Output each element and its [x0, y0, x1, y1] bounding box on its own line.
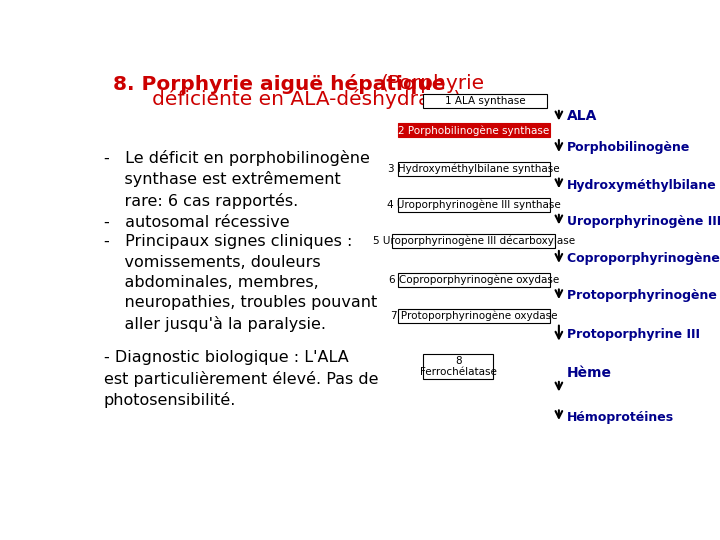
- Text: Coproporphyrinogène III: Coproporphyrinogène III: [567, 252, 720, 265]
- Text: 3 Hydroxyméthylbilane synthase: 3 Hydroxyméthylbilane synthase: [388, 164, 560, 174]
- Text: Hémoprotéines: Hémoprotéines: [567, 411, 674, 424]
- Text: Hème: Hème: [567, 366, 611, 380]
- Text: 2 Porphobilinogène synthase: 2 Porphobilinogène synthase: [398, 125, 549, 136]
- FancyBboxPatch shape: [398, 309, 549, 323]
- FancyBboxPatch shape: [398, 123, 549, 137]
- Text: 4 Uroporphyrinogène III synthase: 4 Uroporphyrinogène III synthase: [387, 200, 561, 210]
- Text: 1 ALA synthase: 1 ALA synthase: [445, 96, 526, 106]
- Text: (Porphyrie: (Porphyrie: [381, 74, 485, 93]
- Text: déficiente en ALA-déshydrase): déficiente en ALA-déshydrase): [132, 90, 461, 110]
- Text: -   Principaux signes cliniques :
    vomissements, douleurs
    abdominales, me: - Principaux signes cliniques : vomissem…: [104, 234, 377, 332]
- FancyBboxPatch shape: [423, 94, 547, 108]
- FancyBboxPatch shape: [398, 162, 549, 176]
- Text: -   Le déficit en porphobilinogène
    synthase est extrêmement
    rare: 6 cas : - Le déficit en porphobilinogène synthas…: [104, 150, 370, 230]
- Text: Porphobilinogène: Porphobilinogène: [567, 141, 690, 154]
- FancyBboxPatch shape: [398, 198, 549, 212]
- Text: ALA: ALA: [567, 109, 597, 123]
- Text: 5 Uroporphyrinogène III décarboxylase: 5 Uroporphyrinogène III décarboxylase: [372, 236, 575, 246]
- Text: Protoporphyrine III: Protoporphyrine III: [567, 328, 700, 341]
- FancyBboxPatch shape: [398, 273, 549, 287]
- Text: - Diagnostic biologique : L'ALA
est particulièrement élevé. Pas de
photosensibil: - Diagnostic biologique : L'ALA est part…: [104, 350, 379, 408]
- FancyBboxPatch shape: [392, 234, 555, 248]
- Text: 8
Ferrochélatase: 8 Ferrochélatase: [420, 356, 497, 377]
- Text: Protoporphyrinogène III: Protoporphyrinogène III: [567, 288, 720, 301]
- Text: 8. Porphyrie aiguë hépatique: 8. Porphyrie aiguë hépatique: [113, 74, 453, 94]
- Text: Hydroxyméthylbilane: Hydroxyméthylbilane: [567, 179, 716, 192]
- Text: Uroporphyrinogène III: Uroporphyrinogène III: [567, 215, 720, 228]
- Text: 7 Protoporphyrinogène oxydase: 7 Protoporphyrinogène oxydase: [391, 310, 557, 321]
- Text: 6 Coproporphyrinogène oxydase: 6 Coproporphyrinogène oxydase: [389, 274, 559, 285]
- FancyBboxPatch shape: [423, 354, 493, 379]
